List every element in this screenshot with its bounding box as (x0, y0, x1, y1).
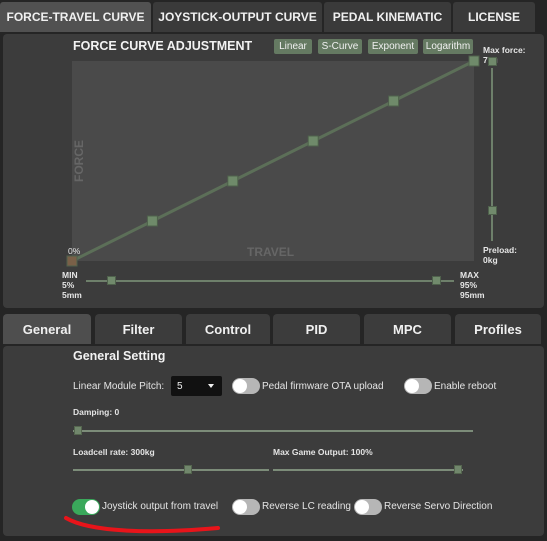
curve-point[interactable] (228, 176, 238, 186)
chevron-down-icon (208, 384, 214, 388)
ota-label: Pedal firmware OTA upload (262, 381, 384, 392)
preset-logarithm-button[interactable]: Logarithm (423, 39, 473, 54)
pitch-label: Linear Module Pitch: (73, 381, 164, 392)
pitch-select-value: 5 (177, 381, 183, 392)
tab-filter[interactable]: Filter (95, 314, 182, 344)
reboot-toggle[interactable] (404, 378, 432, 394)
tab-general[interactable]: General (3, 314, 91, 344)
force-curve-plot[interactable]: FORCE TRAVEL (72, 61, 474, 261)
max-force-slider-handle[interactable] (488, 57, 497, 66)
max-output-label: Max Game Output: 100% (273, 447, 373, 457)
curve-point[interactable] (147, 216, 157, 226)
toggle-knob (233, 379, 247, 393)
curve-point[interactable] (308, 136, 318, 146)
min-mm: 5mm (62, 291, 82, 301)
reboot-label: Enable reboot (434, 381, 496, 392)
travel-range-slider-track[interactable] (86, 280, 454, 282)
joystick-travel-label: Joystick output from travel (102, 501, 218, 512)
reverse-servo-toggle[interactable] (354, 499, 382, 515)
tab-pedal-kinematic[interactable]: PEDAL KINEMATIC (324, 2, 451, 32)
toggle-knob (85, 500, 99, 514)
travel-min-handle[interactable] (107, 276, 116, 285)
ota-toggle[interactable] (232, 378, 260, 394)
curve-point[interactable] (469, 56, 479, 66)
toggle-knob (233, 500, 247, 514)
joystick-travel-toggle[interactable] (72, 499, 100, 515)
curve-point[interactable] (389, 96, 399, 106)
toggle-knob (405, 379, 419, 393)
reverse-lc-label: Reverse LC reading (262, 501, 351, 512)
damping-label: Damping: 0 (73, 407, 119, 417)
tab-pid[interactable]: PID (273, 314, 360, 344)
loadcell-slider-handle[interactable] (184, 465, 192, 474)
max-force-slider-track[interactable] (491, 68, 493, 241)
tab-force-travel-curve[interactable]: FORCE-TRAVEL CURVE (0, 2, 151, 32)
tab-mpc[interactable]: MPC (364, 314, 451, 344)
top-tab-bar: FORCE-TRAVEL CURVE JOYSTICK-OUTPUT CURVE… (0, 0, 547, 34)
general-settings-title: General Setting (73, 349, 165, 363)
tab-joystick-output-curve[interactable]: JOYSTICK-OUTPUT CURVE (153, 2, 322, 32)
force-curve-title: FORCE CURVE ADJUSTMENT (73, 39, 252, 53)
zero-percent-label: 0% (68, 247, 80, 257)
toggle-knob (355, 500, 369, 514)
preset-linear-button[interactable]: Linear (274, 39, 312, 54)
tab-license[interactable]: LICENSE (453, 2, 535, 32)
max-output-slider-track[interactable] (273, 469, 463, 471)
reverse-lc-toggle[interactable] (232, 499, 260, 515)
tab-control[interactable]: Control (186, 314, 270, 344)
curve-chart[interactable] (72, 61, 474, 261)
curve-point[interactable] (67, 256, 77, 266)
loadcell-label: Loadcell rate: 300kg (73, 447, 155, 457)
curve-line (72, 61, 474, 261)
preset-exponent-button[interactable]: Exponent (368, 39, 418, 54)
damping-slider-track[interactable] (73, 430, 473, 432)
damping-slider-handle[interactable] (74, 426, 82, 435)
preload-value: 0kg (483, 256, 498, 266)
preload-slider-handle[interactable] (488, 206, 497, 215)
max-mm: 95mm (460, 291, 485, 301)
pitch-select[interactable]: 5 (171, 376, 222, 396)
reverse-servo-label: Reverse Servo Direction (384, 501, 492, 512)
preset-s-curve-button[interactable]: S-Curve (318, 39, 362, 54)
travel-max-handle[interactable] (432, 276, 441, 285)
tab-profiles[interactable]: Profiles (455, 314, 541, 344)
max-output-slider-handle[interactable] (454, 465, 462, 474)
loadcell-slider-track[interactable] (73, 469, 269, 471)
